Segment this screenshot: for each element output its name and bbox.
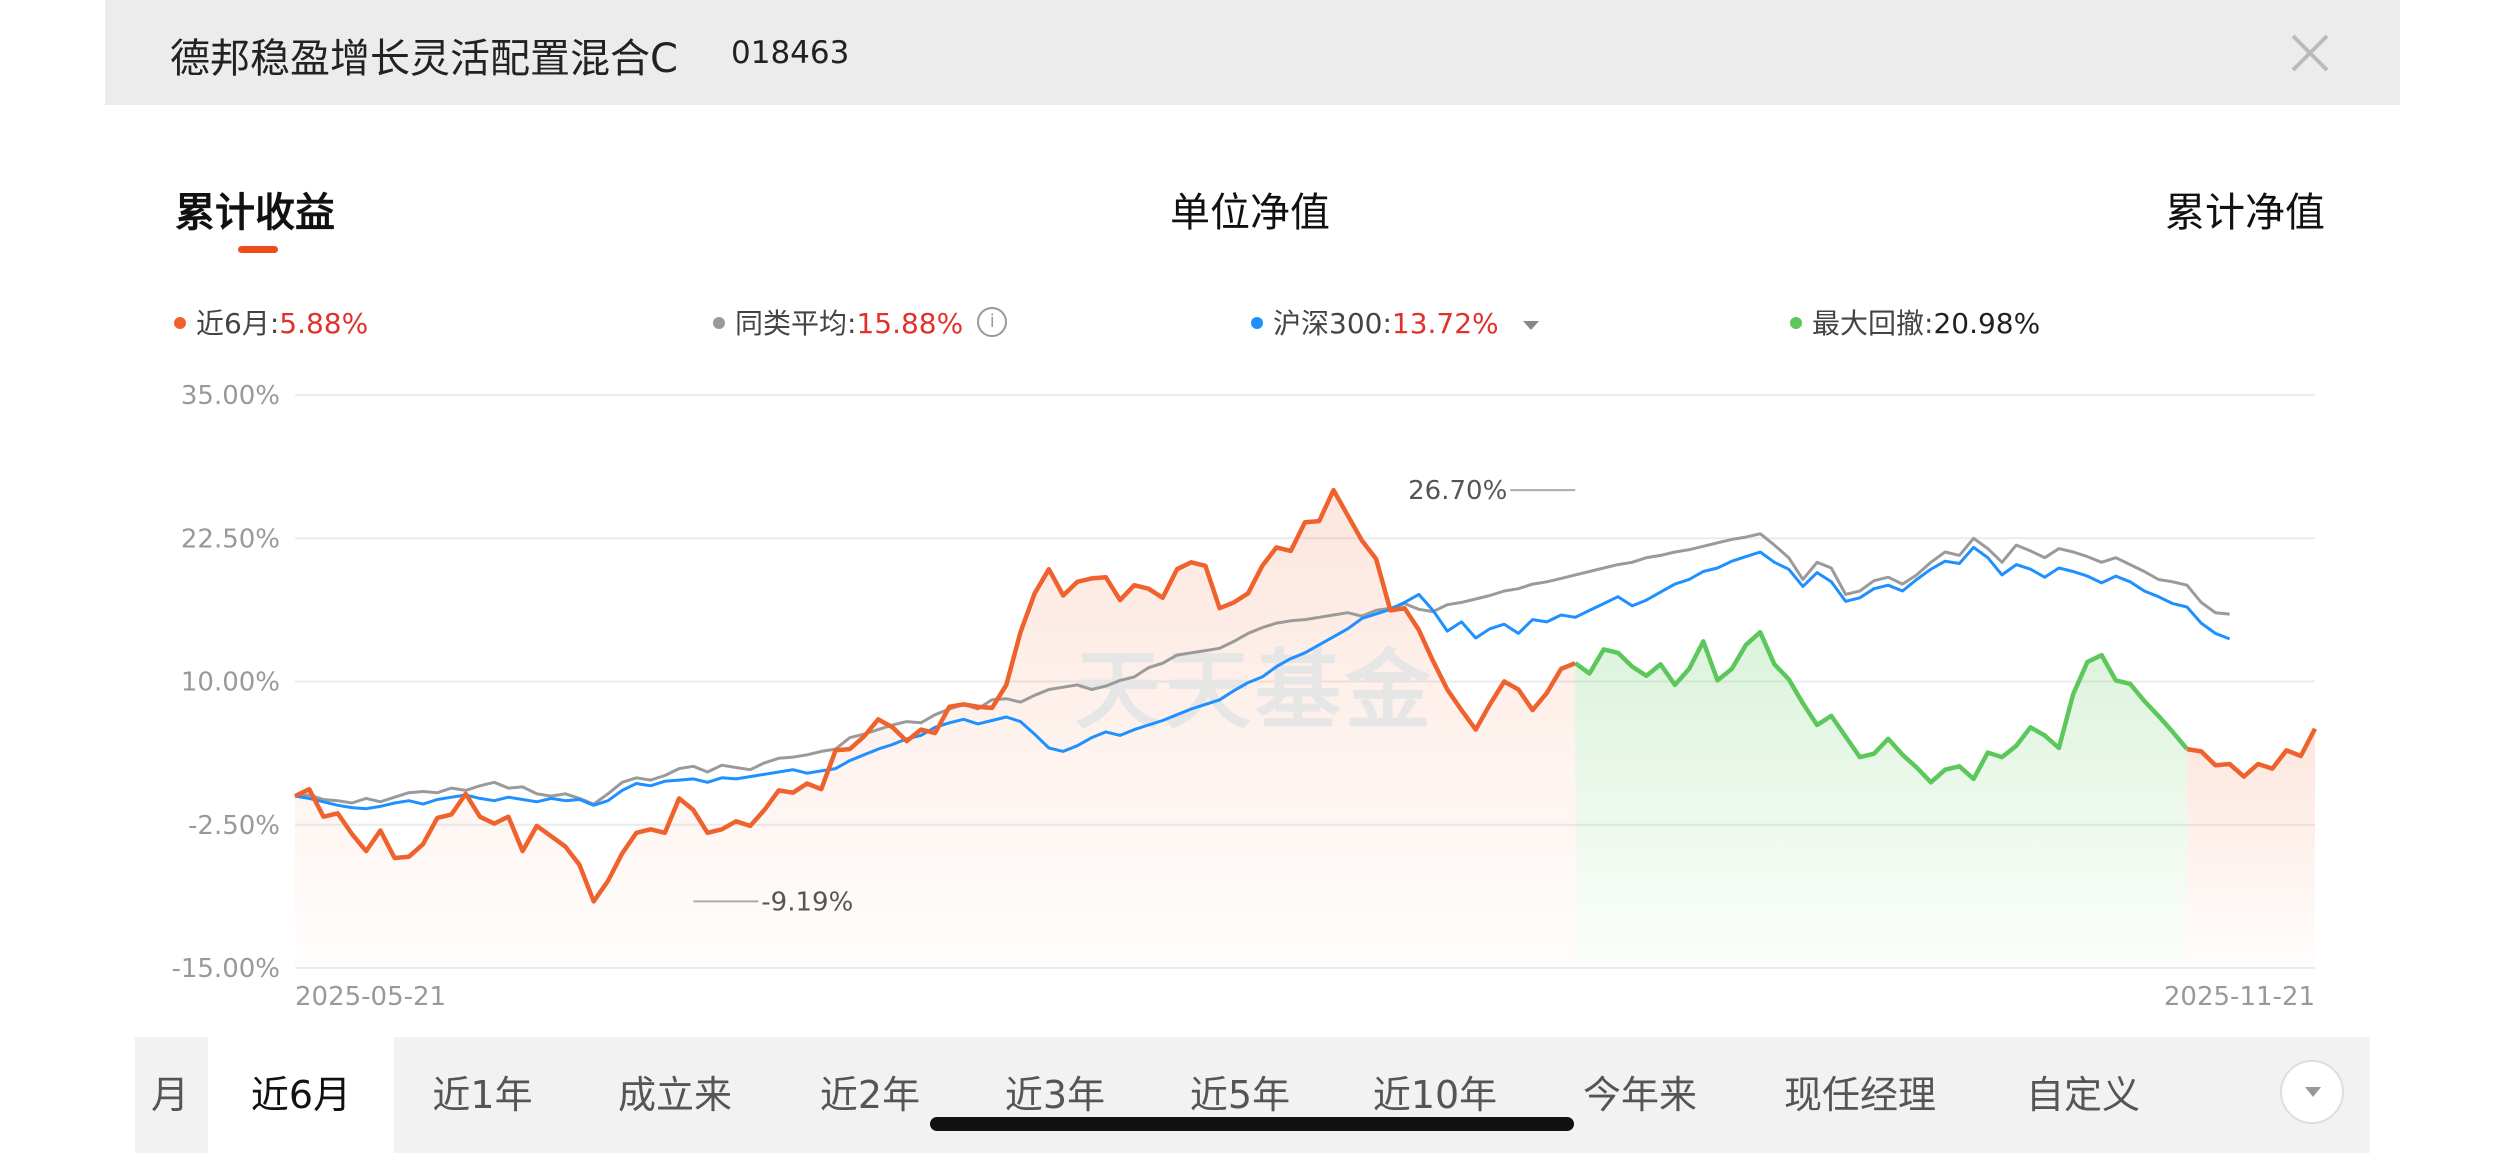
fund-title: 德邦稳盈增长灵活配置混合C [170, 36, 678, 82]
drawdown-area-fill [1575, 632, 2187, 968]
fund-area-fill [295, 490, 1576, 968]
x-start-label: 2025-05-21 [295, 982, 446, 1012]
legend-dot [174, 317, 186, 329]
annotation-max: 26.70% [1408, 476, 1507, 506]
legend-dot [1790, 317, 1802, 329]
legend-item-fund: 近6月:5.88% [174, 302, 368, 342]
y-tick-label: 10.00% [181, 668, 280, 698]
period-option-current-manager[interactable]: 现任经理 [1783, 1073, 1936, 1117]
x-end-label: 2025-11-21 [2164, 982, 2315, 1012]
period-option-5y[interactable]: 近5年 [1189, 1073, 1291, 1117]
fund-line [294, 487, 1577, 904]
expand-more-button[interactable] [2280, 1060, 2344, 1124]
period-option-1y[interactable]: 近1年 [432, 1073, 533, 1117]
category-average-line [294, 532, 2230, 806]
y-tick-label: -15.00% [171, 954, 280, 984]
active-tab-indicator [238, 246, 278, 253]
period-selector [135, 1037, 2370, 1153]
legend-item-category-avg: 同类平均:15.88% i [713, 302, 1008, 342]
csi300-line [294, 545, 2231, 811]
tab-cumulative-nav[interactable]: 累计净值 [2165, 190, 2325, 236]
legend-dot [713, 317, 725, 329]
period-option-10y[interactable]: 近10年 [1372, 1073, 1498, 1117]
info-icon[interactable]: i [977, 307, 1008, 337]
legend-item-max-drawdown: 最大回撤:20.98% [1790, 302, 2040, 342]
tab-cumulative-return[interactable]: 累计收益 [175, 190, 335, 236]
header-bar: 德邦稳盈增长灵活配置混合C 018463 [105, 0, 2400, 105]
chevron-down-icon [2305, 1087, 2321, 1097]
home-indicator [930, 1117, 1574, 1131]
fund-code: 018463 [731, 35, 850, 71]
annotation-min: -9.19% [761, 887, 853, 917]
legend-item-benchmark[interactable]: 沪深300:13.72% [1251, 302, 1539, 342]
y-tick-label: 22.50% [181, 524, 280, 554]
tab-unit-nav[interactable]: 单位净值 [1170, 190, 1330, 236]
period-option[interactable]: 月 [150, 1073, 189, 1117]
fund-area-fill [2187, 728, 2315, 968]
period-option-custom[interactable]: 自定义 [2025, 1073, 2140, 1117]
return-chart: 35.00% 22.50% 10.00% -2.50% -15.00% 天天基金 26.… [171, 381, 2317, 1012]
y-tick-label: 35.00% [181, 381, 280, 411]
fund-line [2186, 727, 2317, 779]
period-option-6m[interactable]: 近6月 [208, 1037, 394, 1153]
y-tick-label: -2.50% [188, 811, 280, 841]
legend-dot [1251, 317, 1263, 329]
dropdown-caret-icon[interactable] [1522, 320, 1539, 330]
period-option-3y[interactable]: 近3年 [1004, 1073, 1106, 1117]
close-icon[interactable] [2275, 18, 2345, 88]
max-drawdown-line [1573, 629, 2189, 785]
period-option-since-inception[interactable]: 成立来 [617, 1073, 732, 1117]
period-option-ytd[interactable]: 今年来 [1582, 1073, 1697, 1117]
period-option-2y[interactable]: 近2年 [819, 1073, 921, 1117]
watermark: 天天基金 [1075, 640, 1435, 741]
